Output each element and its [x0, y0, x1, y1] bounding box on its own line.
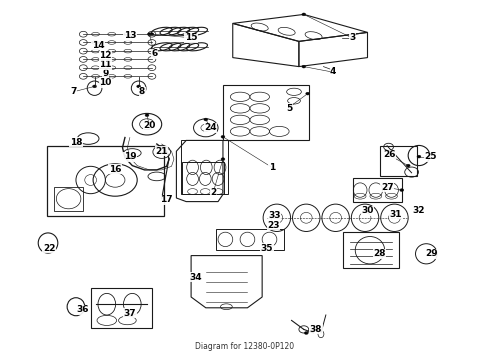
Text: 12: 12 — [99, 51, 112, 60]
Bar — [343, 232, 399, 268]
Text: 32: 32 — [413, 206, 425, 215]
Circle shape — [93, 85, 97, 88]
Circle shape — [204, 118, 208, 121]
Circle shape — [137, 85, 141, 88]
Text: 29: 29 — [425, 249, 438, 258]
Circle shape — [306, 92, 310, 95]
Text: 11: 11 — [99, 60, 112, 69]
Bar — [380, 146, 416, 176]
Text: 35: 35 — [261, 244, 273, 253]
Text: 17: 17 — [160, 195, 173, 204]
Text: 27: 27 — [381, 183, 393, 192]
Bar — [353, 178, 402, 202]
Text: 19: 19 — [123, 152, 136, 161]
Text: 21: 21 — [155, 147, 168, 156]
Text: 1: 1 — [269, 163, 275, 172]
Text: 23: 23 — [267, 220, 280, 230]
Text: 10: 10 — [99, 78, 112, 87]
Bar — [47, 146, 164, 216]
Text: 26: 26 — [383, 150, 396, 159]
Text: 9: 9 — [102, 69, 109, 78]
Text: 37: 37 — [123, 309, 136, 318]
Text: 24: 24 — [204, 123, 217, 132]
Text: 3: 3 — [350, 33, 356, 42]
Bar — [223, 85, 309, 140]
Circle shape — [145, 114, 149, 117]
Text: 8: 8 — [139, 87, 145, 96]
Text: 20: 20 — [143, 122, 156, 130]
Circle shape — [302, 65, 306, 68]
Circle shape — [406, 164, 410, 167]
Text: 36: 36 — [76, 305, 89, 314]
Text: 34: 34 — [190, 273, 202, 282]
Text: 18: 18 — [70, 138, 82, 147]
Text: 22: 22 — [43, 244, 55, 253]
Text: Diagram for 12380-0P120: Diagram for 12380-0P120 — [196, 342, 294, 351]
Text: 38: 38 — [310, 325, 322, 334]
Bar — [216, 229, 284, 250]
Text: 13: 13 — [123, 31, 136, 40]
Bar — [182, 162, 224, 194]
Circle shape — [400, 189, 404, 192]
Text: 5: 5 — [286, 104, 292, 112]
Circle shape — [147, 33, 151, 36]
Bar — [54, 187, 83, 211]
Text: 30: 30 — [361, 206, 374, 215]
Circle shape — [221, 135, 225, 138]
Bar — [181, 140, 228, 194]
Text: 16: 16 — [109, 165, 122, 174]
Text: 14: 14 — [92, 40, 104, 49]
Text: 7: 7 — [70, 87, 77, 96]
Text: 33: 33 — [268, 211, 281, 220]
Bar — [91, 288, 152, 328]
Circle shape — [417, 155, 421, 158]
Text: 31: 31 — [390, 210, 402, 219]
Circle shape — [150, 33, 154, 36]
Circle shape — [221, 158, 225, 161]
Circle shape — [304, 332, 308, 334]
Text: 2: 2 — [210, 188, 216, 197]
Text: 25: 25 — [424, 152, 437, 161]
Text: 28: 28 — [373, 249, 386, 258]
Text: 4: 4 — [330, 68, 337, 77]
Circle shape — [302, 13, 306, 16]
Text: 6: 6 — [151, 49, 157, 58]
Text: 15: 15 — [185, 33, 197, 42]
